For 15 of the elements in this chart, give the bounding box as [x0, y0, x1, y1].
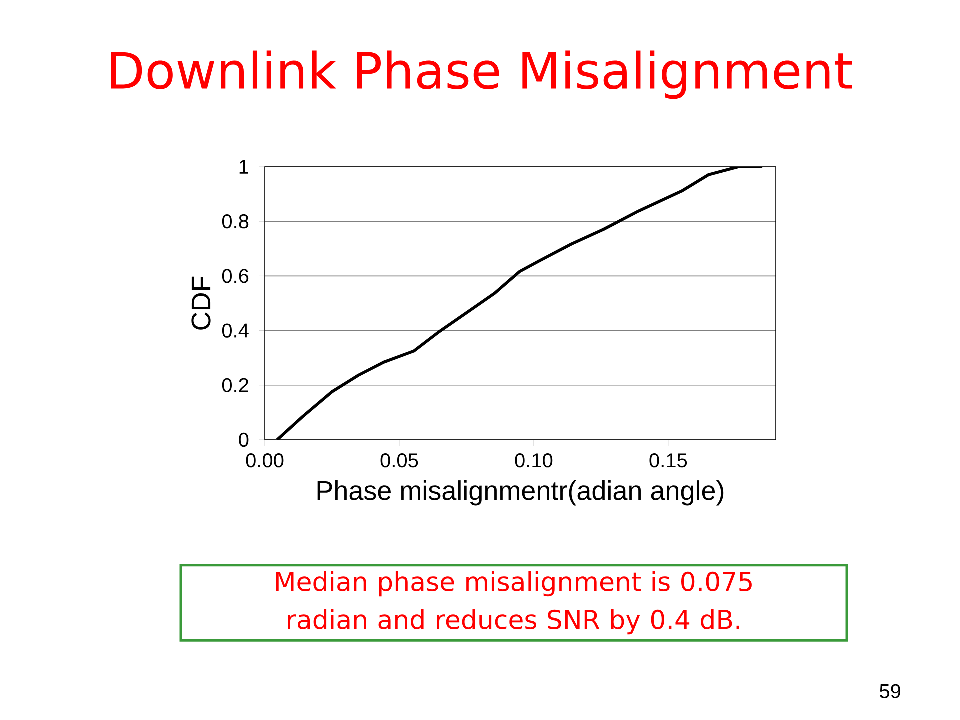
y-axis-title: CDF	[192, 276, 211, 330]
y-tick-label: 0	[239, 432, 249, 448]
chart-title: Downlink Phase Misalignment	[111, 50, 852, 100]
y-tick-label: 0.6	[222, 269, 249, 284]
y-tick-label: 0.4	[222, 324, 249, 338]
x-tick-label: 0.05	[380, 454, 418, 468]
text: 59	[880, 684, 901, 698]
text: Median phase misalignment is 0.075 radian and reduces SNR by 0.4 dB.	[276, 571, 752, 635]
x-tick-label: 0.00	[246, 454, 284, 468]
x-tick-label: 0.10	[515, 454, 553, 468]
x-tick-label: 0.15	[650, 454, 688, 468]
y-tick-label: 0.8	[222, 214, 249, 229]
x-axis-title: Phase misalignmentr(adian angle)	[318, 480, 724, 506]
y-tick-label: 1	[240, 160, 248, 174]
y-tick-label: 0.2	[222, 378, 248, 392]
